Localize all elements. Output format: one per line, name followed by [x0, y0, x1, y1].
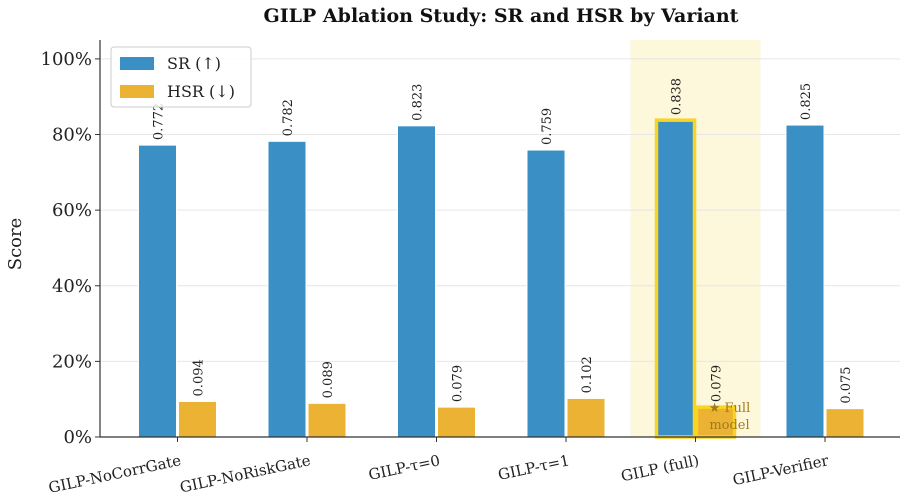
legend-label: HSR (↓) — [167, 82, 235, 101]
bar-value-label: 0.823 — [411, 84, 426, 121]
legend-swatch — [120, 85, 154, 98]
y-tick-label: 0% — [63, 427, 92, 448]
sr-bar — [785, 124, 825, 438]
highlight-annotation: model — [709, 418, 749, 433]
y-tick-label: 40% — [52, 276, 92, 297]
y-axis-label: Score — [5, 218, 26, 271]
x-tick-label: GILP-NoCorrGate — [47, 451, 183, 497]
bar-value-label: 0.825 — [799, 83, 814, 120]
sr-bar — [654, 118, 697, 439]
legend-label: SR (↑) — [167, 54, 221, 73]
bars-layer — [138, 118, 865, 439]
y-tick-label: 100% — [41, 49, 92, 70]
y-tick-label: 80% — [52, 125, 92, 146]
y-tick-label: 60% — [52, 200, 92, 221]
hsr-bar — [566, 397, 606, 438]
x-tick-label: GILP-Verifier — [731, 451, 831, 489]
bar-value-label: 0.838 — [670, 78, 685, 115]
bar-value-label: 0.782 — [281, 99, 296, 136]
bar-value-label: 0.094 — [192, 359, 207, 396]
legend-swatch — [120, 57, 154, 70]
x-tick-label: GILP-τ=1 — [496, 451, 571, 484]
sr-bar — [397, 125, 436, 438]
bar-value-label: 0.079 — [710, 365, 725, 402]
hsr-bar — [437, 406, 476, 438]
highlight-annotation: ★ Full — [709, 401, 751, 416]
bar-value-label: 0.102 — [580, 356, 595, 393]
hsr-bar — [178, 400, 217, 438]
labels-layer: 0% 20% 40% 60% 80% 100% 0.772 0.782 0.823 0.759 0.… — [41, 49, 854, 497]
x-tick-label: GILP-NoRiskGate — [178, 451, 312, 496]
hsr-bar — [307, 402, 347, 438]
sr-bar — [267, 140, 307, 438]
bar-value-label: 0.079 — [451, 365, 466, 402]
axes-layer — [95, 40, 900, 442]
bar-value-label: 0.089 — [321, 361, 336, 398]
x-tick-label: GILP (full) — [619, 451, 700, 485]
bar-value-label: 0.075 — [839, 366, 854, 403]
sr-bar — [138, 144, 177, 438]
y-tick-label: 20% — [52, 351, 92, 372]
bar-value-label: 0.759 — [540, 108, 555, 145]
bar-value-label: 0.772 — [152, 103, 167, 140]
grid-layer — [100, 58, 900, 438]
hsr-bar — [825, 408, 865, 438]
chart-title: GILP Ablation Study: SR and HSR by Varia… — [264, 5, 739, 27]
sr-bar — [526, 149, 566, 438]
legend: SR (↑) HSR (↓) — [110, 46, 252, 108]
x-tick-label: GILP-τ=0 — [367, 451, 442, 484]
